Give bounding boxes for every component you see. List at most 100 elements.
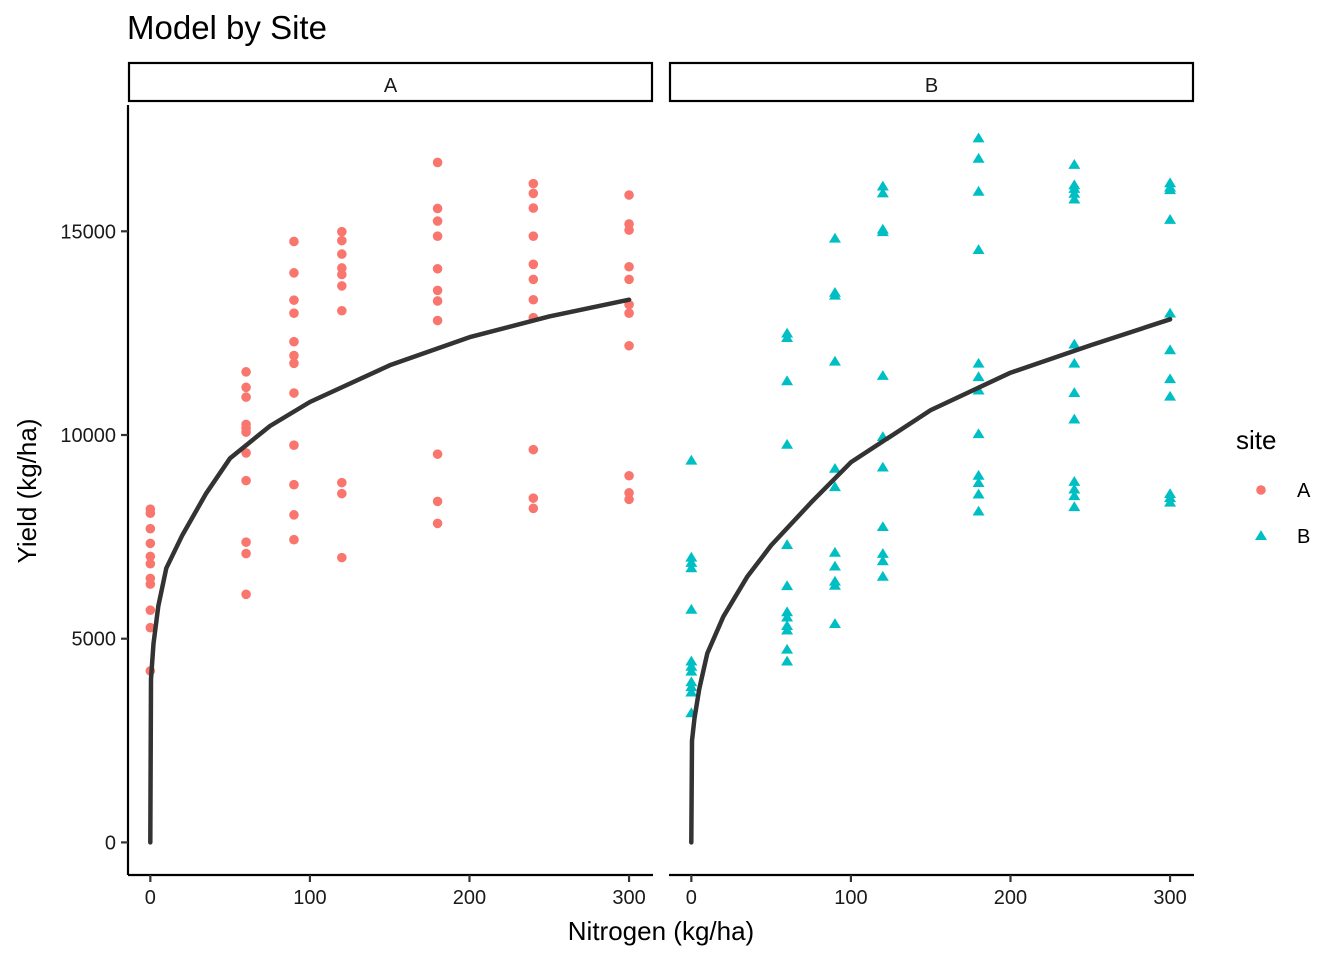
data-point <box>828 546 841 557</box>
legend-label: B <box>1297 526 1310 548</box>
data-point <box>876 180 889 191</box>
data-point <box>1164 390 1177 401</box>
model-curve <box>689 317 1173 845</box>
x-tick-label: 300 <box>612 887 645 909</box>
data-point <box>145 508 156 519</box>
y-tick-label: 5000 <box>72 629 117 651</box>
data-point <box>145 605 156 615</box>
data-point <box>432 285 443 296</box>
legend-key <box>1256 485 1266 495</box>
facet-strip-label: A <box>384 75 398 97</box>
y-axis-title: Yield (kg/ha) <box>12 419 42 564</box>
data-point <box>289 534 299 545</box>
legend-item-b: B <box>1255 526 1310 548</box>
data-point <box>241 382 251 393</box>
data-point <box>432 496 443 507</box>
data-point <box>624 340 634 351</box>
data-point <box>528 188 539 199</box>
data-point <box>337 226 347 237</box>
data-point <box>624 225 634 235</box>
data-point <box>432 157 443 168</box>
x-tick-label: 100 <box>293 887 326 909</box>
data-point <box>828 560 841 571</box>
data-point <box>432 203 443 214</box>
data-point <box>828 232 841 243</box>
data-point <box>289 479 299 490</box>
data-point <box>781 643 794 654</box>
data-point <box>289 336 299 347</box>
data-point <box>289 510 299 520</box>
data-point <box>1164 373 1177 384</box>
data-point <box>685 655 698 666</box>
data-point <box>241 427 251 437</box>
data-point <box>432 231 443 241</box>
data-point <box>145 579 156 589</box>
data-point <box>337 269 347 280</box>
data-point <box>876 555 889 566</box>
data-point <box>685 551 698 562</box>
data-point <box>828 462 841 473</box>
data-point <box>828 289 841 300</box>
data-point <box>685 681 698 692</box>
data-point <box>685 603 698 614</box>
legend-title: site <box>1236 425 1276 455</box>
data-point <box>1164 344 1177 355</box>
data-point <box>624 308 634 318</box>
data-points <box>145 157 634 676</box>
data-point <box>876 548 889 558</box>
data-point <box>241 367 251 377</box>
data-point <box>685 562 698 573</box>
data-point <box>685 665 698 676</box>
data-point <box>337 488 347 499</box>
data-point <box>337 235 347 246</box>
legend-key <box>1255 530 1267 540</box>
data-point <box>528 274 539 285</box>
data-point <box>781 539 794 549</box>
data-point <box>972 244 985 255</box>
data-point <box>432 449 443 459</box>
data-point <box>241 448 251 458</box>
data-point <box>528 503 539 514</box>
data-point <box>241 589 251 600</box>
facet-strip <box>668 61 1195 103</box>
data-point <box>1164 184 1177 195</box>
data-point <box>432 263 443 274</box>
legend-label: A <box>1297 480 1311 502</box>
data-point <box>1068 159 1081 169</box>
data-point <box>289 295 299 305</box>
data-point <box>876 226 889 237</box>
data-point <box>972 428 985 439</box>
data-point <box>781 580 794 591</box>
y-tick-label: 15000 <box>60 221 116 243</box>
data-point <box>781 611 794 622</box>
data-point <box>241 537 251 547</box>
data-point <box>528 493 539 503</box>
data-point <box>624 190 634 200</box>
data-point <box>528 178 539 189</box>
data-point <box>145 523 156 534</box>
x-tick-label: 200 <box>453 887 486 909</box>
data-point <box>781 624 794 635</box>
x-tick-label: 0 <box>686 887 697 909</box>
data-point <box>972 469 985 480</box>
data-point <box>432 216 443 226</box>
data-point <box>145 538 156 549</box>
data-point <box>972 357 985 368</box>
data-point <box>876 461 889 472</box>
data-point <box>1164 496 1177 507</box>
data-point <box>828 618 841 629</box>
facet-strip-label: B <box>925 75 938 97</box>
data-point <box>528 231 539 241</box>
data-point <box>1164 214 1177 224</box>
legend-item-a: A <box>1256 480 1311 502</box>
data-point <box>1164 307 1177 318</box>
facet-panel-a: A 0 5000 10000 15000 0 100 200 300 <box>60 61 654 909</box>
data-point <box>241 392 251 402</box>
x-tick-label: 0 <box>145 887 156 909</box>
data-point <box>1068 193 1081 204</box>
data-point <box>241 475 251 486</box>
legend-items: AB <box>1255 480 1311 548</box>
data-point <box>337 305 347 316</box>
data-point <box>1068 501 1081 512</box>
